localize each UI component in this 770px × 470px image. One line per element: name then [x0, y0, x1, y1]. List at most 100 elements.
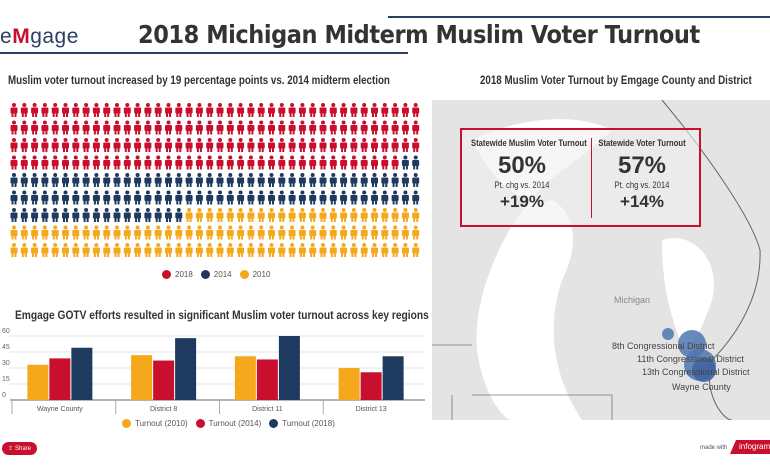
person-icon [123, 103, 131, 117]
person-icon [134, 243, 142, 257]
person-icon [185, 155, 193, 170]
person-icon [31, 225, 39, 240]
person-icon [175, 225, 183, 240]
person-icon [288, 103, 296, 117]
person-icon [62, 225, 69, 240]
person-icon [20, 225, 28, 240]
person-icon [134, 225, 142, 240]
person-icon [216, 225, 224, 240]
person-icon [103, 155, 111, 170]
person-icon [350, 138, 358, 152]
person-icon [72, 138, 80, 152]
person-icon [268, 173, 275, 187]
person-icon [206, 190, 214, 205]
person-icon [329, 190, 337, 205]
kpi-divider [591, 138, 592, 218]
person-icon [103, 190, 111, 205]
bar[interactable] [49, 358, 71, 400]
person-icon [288, 155, 296, 170]
person-icon [20, 243, 28, 257]
person-icon [134, 155, 142, 170]
person-icon [329, 243, 337, 257]
person-icon [82, 103, 90, 117]
person-icon [360, 225, 368, 240]
person-icon [103, 138, 111, 152]
person-icon [268, 190, 275, 205]
person-icon [391, 155, 399, 170]
person-icon [41, 190, 49, 205]
person-icon [113, 173, 121, 187]
person-icon [391, 138, 399, 152]
person-icon [72, 120, 80, 135]
bar[interactable] [338, 368, 360, 400]
person-icon [288, 243, 296, 257]
y-tick-label: 45 [2, 344, 10, 351]
person-icon [257, 103, 265, 117]
person-icon [319, 155, 327, 170]
person-icon [20, 138, 28, 152]
person-icon [175, 173, 183, 187]
bar[interactable] [175, 338, 197, 400]
person-icon [298, 138, 306, 152]
person-icon [113, 155, 121, 170]
person-icon [381, 103, 389, 117]
person-icon [340, 138, 348, 152]
person-icon [206, 103, 214, 117]
kpi-chg-label: Pt. chg vs. 2014 [614, 180, 670, 190]
bar[interactable] [234, 356, 256, 400]
person-icon [31, 155, 39, 170]
person-icon [298, 155, 306, 170]
person-icon [412, 173, 420, 187]
person-icon [237, 103, 245, 117]
bar[interactable] [256, 359, 278, 400]
bar[interactable] [131, 355, 153, 400]
person-icon [195, 138, 203, 152]
infogram-logo[interactable]: infogram [730, 440, 770, 454]
legend-item-turnout-2010: Turnout (2010) [122, 419, 188, 429]
person-icon [92, 190, 100, 205]
bar[interactable] [27, 364, 49, 400]
person-icon [51, 155, 59, 170]
person-icon [247, 103, 255, 117]
person-icon [309, 173, 317, 187]
person-icon [340, 103, 348, 117]
person-icon [82, 208, 90, 222]
person-icon [391, 225, 399, 240]
person-icon [154, 243, 162, 257]
bar[interactable] [382, 356, 404, 400]
person-icon [391, 120, 399, 135]
person-icon [185, 243, 193, 257]
bar[interactable] [153, 360, 175, 400]
person-icon [350, 173, 358, 187]
person-icon [72, 190, 80, 205]
person-icon [226, 138, 234, 152]
person-icon [195, 120, 203, 135]
person-icon [268, 243, 275, 257]
bar[interactable] [71, 347, 93, 400]
person-icon [51, 173, 59, 187]
person-icon [247, 225, 255, 240]
person-icon [350, 225, 358, 240]
person-icon [62, 103, 69, 117]
person-icon [165, 120, 172, 135]
person-icon [92, 103, 100, 117]
person-icon [401, 208, 409, 222]
person-icon [165, 138, 172, 152]
person-icon [185, 190, 193, 205]
person-icon [309, 225, 317, 240]
person-icon [41, 138, 49, 152]
share-button[interactable]: ⇪ Share [2, 442, 37, 455]
person-icon [62, 173, 69, 187]
bar[interactable] [360, 372, 382, 400]
person-icon [226, 243, 234, 257]
bar[interactable] [278, 336, 300, 400]
person-icon [206, 155, 214, 170]
person-icon [113, 120, 121, 135]
person-icon [144, 120, 152, 135]
person-icon [412, 155, 420, 170]
person-icon [381, 138, 389, 152]
person-icon [247, 138, 255, 152]
person-icon [185, 138, 193, 152]
person-icon [237, 155, 245, 170]
person-icon [309, 155, 317, 170]
